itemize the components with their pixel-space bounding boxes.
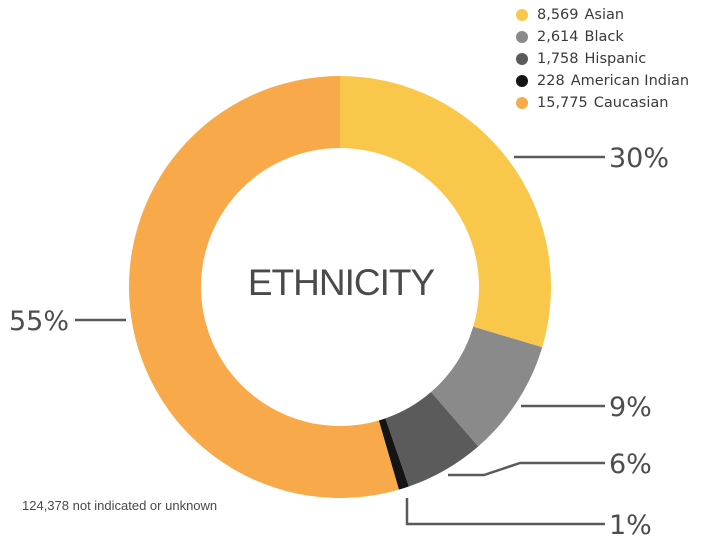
legend-item-hispanic: 1,758 Hispanic (513, 48, 689, 70)
leader-line-american-indian (405, 498, 605, 526)
chart-title: ETHNICITY (247, 262, 435, 303)
legend-label-black: Black (584, 29, 624, 45)
legend-count-black: 2,614 (537, 29, 579, 45)
legend-count-hispanic: 1,758 (537, 51, 579, 67)
legend-count-caucasian: 15,775 (537, 95, 588, 111)
legend-label-asian: Asian (584, 7, 625, 23)
legend-item-asian: 8,569 Asian (513, 4, 689, 26)
leader-line-hispanic (448, 461, 605, 477)
legend-item-black: 2,614 Black (513, 26, 689, 48)
legend-swatch-caucasian (516, 97, 528, 109)
legend-item-american-indian: 228 American Indian (513, 70, 689, 92)
legend-label-hispanic: Hispanic (584, 51, 647, 67)
slice-black (431, 326, 543, 447)
percent-label-asian: 30% (609, 143, 669, 174)
legend-count-asian: 8,569 (537, 7, 579, 23)
legend-count-american-indian: 228 (537, 73, 565, 89)
slice-american-indian (378, 418, 409, 490)
legend-swatch-hispanic (516, 53, 528, 65)
legend-label-caucasian: Caucasian (593, 95, 669, 111)
footnote-unknown: 124,378 not indicated or unknown (22, 498, 218, 513)
slice-asian (340, 76, 551, 348)
slice-caucasian (129, 76, 399, 498)
legend-swatch-asian (516, 9, 528, 21)
legend-item-caucasian: 15,775 Caucasian (513, 92, 689, 114)
percent-label-caucasian: 55% (9, 306, 69, 337)
legend-label-american-indian: American Indian (570, 73, 690, 89)
chart-legend: 8,569 Asian 2,614 Black 1,758 Hispanic 2… (513, 4, 689, 114)
percent-label-hispanic: 6% (609, 449, 652, 480)
legend-swatch-american-indian (516, 75, 528, 87)
legend-swatch-black (516, 31, 528, 43)
slice-hispanic (385, 392, 479, 487)
percent-label-american-indian: 1% (609, 510, 652, 539)
percent-label-black: 9% (609, 392, 652, 423)
